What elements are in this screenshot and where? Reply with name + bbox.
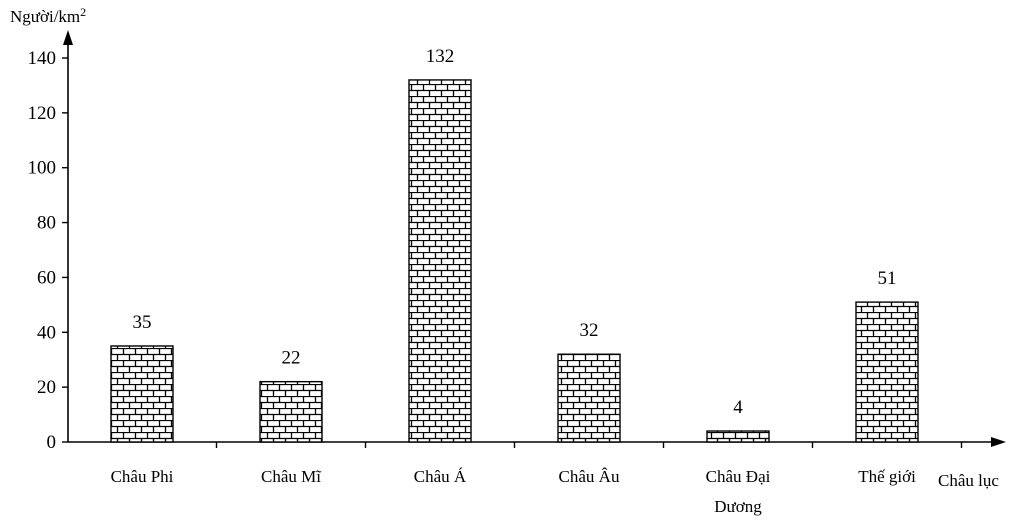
value-labels: 35 22 132 32 4 51 [133,46,897,418]
y-axis-arrow [63,30,73,45]
y-tick-label: 0 [47,432,57,453]
value-label: 132 [426,46,455,67]
value-label: 4 [733,397,743,418]
bar [110,345,174,443]
category-label: Thế giới [858,467,916,486]
category-label: Châu Mĩ [261,467,322,486]
category-label: Dương [714,497,762,516]
x-axis-arrow [991,437,1006,447]
bar [259,380,323,443]
bar [855,301,919,443]
x-axis-title: Châu lục [938,471,999,490]
y-tick-label: 140 [28,48,57,69]
category-label: Châu Âu [559,467,620,486]
y-tick-label: 120 [28,103,57,124]
bars [110,79,963,448]
y-tick-label: 60 [37,267,56,288]
y-axis-title: Người/km2 [10,5,86,26]
y-tick-label: 20 [37,377,56,398]
category-label: Châu Á [414,467,467,486]
axes [63,30,1006,447]
value-label: 35 [133,312,152,333]
category-label: Châu Phi [111,467,174,486]
category-label: Châu Đại [706,467,771,486]
value-label: 22 [282,348,301,369]
bar [408,79,472,443]
value-label: 32 [580,320,599,341]
y-tick-label: 100 [28,158,57,179]
y-ticks: 0 20 40 60 80 100 120 140 [28,48,68,453]
y-tick-label: 40 [37,322,56,343]
category-labels: Châu Phi Châu Mĩ Châu Á Châu Âu Châu Đại Dươn… [111,467,916,516]
bar [706,430,770,443]
y-tick-label: 80 [37,213,56,234]
value-label: 51 [878,268,897,289]
bar [557,353,621,443]
